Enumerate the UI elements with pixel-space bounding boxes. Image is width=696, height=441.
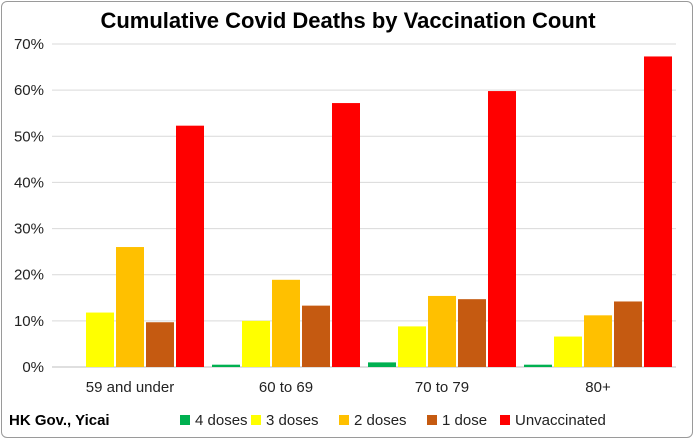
chart-legend: 4 doses 3 doses 2 doses 1 dose Unvaccinated bbox=[0, 410, 696, 430]
bar-2-doses-0 bbox=[116, 247, 144, 367]
legend-swatch bbox=[500, 415, 510, 425]
x-tick-label: 70 to 79 bbox=[415, 379, 469, 396]
legend-item: 2 doses bbox=[339, 410, 407, 430]
bar-1-dose-2 bbox=[458, 299, 486, 367]
chart-title: Cumulative Covid Deaths by Vaccination C… bbox=[100, 8, 596, 33]
bar-2-doses-1 bbox=[272, 279, 300, 367]
y-tick-label: 50% bbox=[14, 128, 44, 145]
bar-4-doses-2 bbox=[368, 362, 396, 367]
bar-3-doses-2 bbox=[398, 326, 426, 367]
y-tick-label: 20% bbox=[14, 267, 44, 284]
legend-item: Unvaccinated bbox=[500, 410, 606, 430]
legend-item: 1 dose bbox=[427, 410, 487, 430]
bar-3-doses-0 bbox=[86, 312, 114, 367]
legend-swatch bbox=[180, 415, 190, 425]
legend-label: 4 doses bbox=[195, 411, 248, 429]
legend-label: 3 doses bbox=[266, 411, 319, 429]
x-tick-label: 80+ bbox=[585, 379, 611, 396]
legend-label: 2 doses bbox=[354, 411, 407, 429]
bar-4-doses-1 bbox=[212, 364, 240, 367]
bar-3-doses-3 bbox=[554, 336, 582, 367]
source-label: HK Gov., Yicai bbox=[9, 412, 110, 429]
bar-1-dose-1 bbox=[302, 305, 330, 367]
legend-swatch bbox=[427, 415, 437, 425]
bar-4-doses-3 bbox=[524, 364, 552, 367]
bar-2-doses-2 bbox=[428, 295, 456, 367]
bar-2-doses-3 bbox=[584, 315, 612, 367]
y-tick-label: 0% bbox=[22, 359, 44, 376]
bar-3-doses-1 bbox=[242, 320, 270, 367]
bar-unvaccinated-2 bbox=[488, 91, 516, 368]
bar-unvaccinated-3 bbox=[644, 56, 672, 368]
x-tick-label: 59 and under bbox=[86, 379, 174, 396]
bar-unvaccinated-0 bbox=[176, 125, 204, 368]
y-tick-label: 40% bbox=[14, 174, 44, 191]
x-tick-label: 60 to 69 bbox=[259, 379, 313, 396]
legend-swatch bbox=[339, 415, 349, 425]
legend-label: 1 dose bbox=[442, 411, 488, 429]
bar-unvaccinated-1 bbox=[332, 103, 360, 367]
legend-label: Unvaccinated bbox=[515, 411, 606, 429]
legend-item: 4 doses bbox=[180, 410, 248, 430]
y-tick-label: 30% bbox=[14, 221, 44, 238]
y-tick-label: 60% bbox=[14, 82, 44, 99]
y-tick-label: 10% bbox=[14, 313, 44, 330]
bar-1-dose-0 bbox=[146, 322, 174, 367]
legend-swatch bbox=[251, 415, 261, 425]
bar-1-dose-3 bbox=[614, 301, 642, 367]
legend-item: 3 doses bbox=[251, 410, 319, 430]
y-tick-label: 70% bbox=[14, 36, 44, 53]
